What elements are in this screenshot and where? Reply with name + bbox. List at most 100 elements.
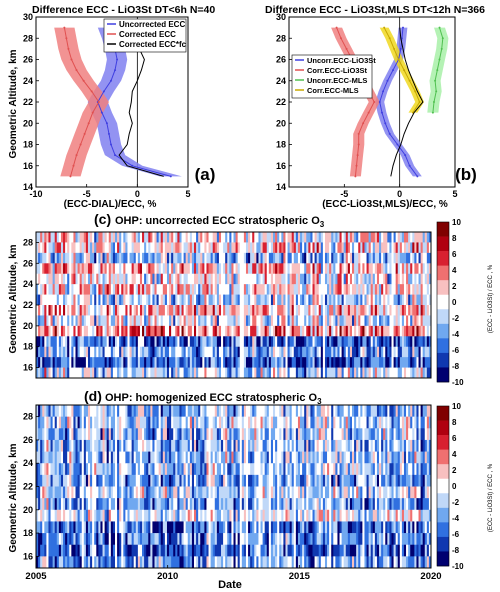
panel-d-cell-125-12 bbox=[295, 544, 299, 557]
panel-b-legend-box bbox=[291, 54, 373, 99]
panel-d-cell-41-10 bbox=[121, 521, 124, 534]
panel-d-cell-25-13 bbox=[87, 556, 91, 569]
panel-d-cell-79-10 bbox=[200, 521, 203, 534]
panel-a-xtick-label-3: 5 bbox=[185, 189, 190, 199]
panel-c-cell-170-1 bbox=[389, 242, 392, 254]
panel-d-cell-24-7 bbox=[85, 486, 89, 499]
panel-d-cell-66-8 bbox=[173, 498, 176, 511]
panel-c-cell-119-9 bbox=[283, 325, 286, 337]
panel-c-cell-24-7 bbox=[85, 305, 89, 316]
panel-d-cell-56-8 bbox=[152, 498, 155, 511]
panel-c-cell-122-1 bbox=[289, 242, 293, 254]
panel-d-cell-74-1 bbox=[189, 416, 193, 429]
panel-d-cell-79-6 bbox=[200, 474, 203, 487]
panel-d-cell-65-0 bbox=[171, 405, 174, 417]
panel-d-cell-41-3 bbox=[121, 439, 124, 452]
panel-c-cell-142-2 bbox=[331, 252, 334, 264]
panel-d-cell-117-6 bbox=[279, 474, 282, 487]
panel-d-cell-35-10 bbox=[108, 521, 112, 534]
panel-d-cell-6-1 bbox=[48, 416, 51, 429]
panel-c-cell-13-5 bbox=[63, 284, 66, 295]
panel-c-cell-165-13 bbox=[379, 367, 382, 379]
panel-d-cell-134-5 bbox=[314, 463, 318, 476]
panel-d-cell-114-8 bbox=[273, 498, 276, 511]
panel-c-cell-135-0 bbox=[316, 232, 320, 243]
panel-d-cell-81-13 bbox=[204, 556, 207, 569]
panel-c-cell-100-7 bbox=[243, 305, 247, 316]
panel-d-cell-82-11 bbox=[206, 533, 209, 546]
panel-d-cell-57-13 bbox=[154, 556, 157, 569]
panel-d-cell-29-0 bbox=[96, 405, 99, 417]
panel-d-cell-109-5 bbox=[262, 463, 266, 476]
panel-c-cell-61-13 bbox=[162, 367, 166, 379]
panel-c-cell-181-6 bbox=[412, 294, 415, 306]
panel-c-cell-130-11 bbox=[306, 346, 309, 358]
panel-d-cell-101-9 bbox=[245, 509, 249, 522]
panel-c-cell-136-10 bbox=[318, 336, 322, 348]
panel-c-cell-103-1 bbox=[250, 242, 253, 254]
panel-d-cell-100-10 bbox=[243, 521, 247, 534]
panel-d-cell-1-1 bbox=[38, 416, 41, 429]
panel-d-cell-128-7 bbox=[302, 486, 305, 499]
panel-d-cell-127-8 bbox=[300, 498, 303, 511]
panel-d-cell-104-3 bbox=[252, 439, 255, 452]
panel-d-cell-7-7 bbox=[50, 486, 53, 499]
panel-c-cell-121-5 bbox=[287, 284, 290, 295]
panel-c-cell-152-9 bbox=[352, 325, 355, 337]
panel-d-cell-57-6 bbox=[154, 474, 157, 487]
panel-c-cell-56-13 bbox=[152, 367, 155, 379]
panel-d-cell-10-10 bbox=[56, 521, 60, 534]
panel-c-ytick-label-4: 24 bbox=[23, 279, 33, 289]
panel-c-cell-103-2 bbox=[250, 252, 253, 264]
panel-c-cell-148-12 bbox=[343, 357, 347, 368]
panel-d-cell-54-2 bbox=[148, 428, 151, 441]
panel-d-cell-83-8 bbox=[208, 498, 211, 511]
panel-c-cell-58-5 bbox=[156, 284, 160, 295]
panel-c-cell-73-9 bbox=[187, 325, 191, 337]
panel-d-cell-97-11 bbox=[237, 533, 241, 546]
panel-d-cell-31-6 bbox=[100, 474, 103, 487]
panel-d-cell-127-6 bbox=[300, 474, 303, 487]
panel-d-cell-129-10 bbox=[304, 521, 307, 534]
panel-d-cell-90-1 bbox=[223, 416, 226, 429]
panel-c-cell-19-1 bbox=[75, 242, 78, 254]
panel-c-cell-160-1 bbox=[368, 242, 372, 254]
panel-c-cell-82-13 bbox=[206, 367, 209, 379]
panel-d-cell-110-2 bbox=[264, 428, 268, 441]
panel-d-cell-51-9 bbox=[142, 509, 145, 522]
panel-d-cell-126-11 bbox=[297, 533, 301, 546]
panel-d-cell-92-2 bbox=[227, 428, 230, 441]
panel-c-cell-37-7 bbox=[112, 305, 116, 316]
panel-d-cell-142-0 bbox=[331, 405, 334, 417]
panel-c-cell-63-10 bbox=[166, 336, 170, 348]
panel-d-cell-106-2 bbox=[256, 428, 259, 441]
panel-d-cell-31-2 bbox=[100, 428, 103, 441]
panel-c-cell-82-8 bbox=[206, 315, 209, 327]
panel-d-cell-111-4 bbox=[266, 451, 270, 464]
panel-d-cell-21-5 bbox=[79, 463, 83, 476]
panel-c-cell-84-4 bbox=[210, 273, 214, 285]
panel-c-cell-54-0 bbox=[148, 232, 151, 243]
panel-c-cell-140-10 bbox=[327, 336, 330, 348]
panel-c-cell-142-11 bbox=[331, 346, 334, 358]
panel-d-ylabel: Geometric Altitude, km bbox=[8, 443, 19, 552]
panel-d-cell-128-9 bbox=[302, 509, 305, 522]
panel-c-cell-76-8 bbox=[194, 315, 197, 327]
panel-c-cell-16-6 bbox=[69, 294, 72, 306]
panel-d-cell-80-7 bbox=[202, 486, 205, 499]
panel-c-cell-49-7 bbox=[137, 305, 141, 316]
panel-c-cell-90-7 bbox=[223, 305, 226, 316]
panel-d-cell-30-2 bbox=[98, 428, 101, 441]
panel-c-cell-131-7 bbox=[308, 305, 311, 316]
panel-d-cell-63-1 bbox=[166, 416, 170, 429]
panel-d-cell-12-11 bbox=[60, 533, 64, 546]
panel-c-cell-184-6 bbox=[418, 294, 421, 306]
panel-c-cell-104-6 bbox=[252, 294, 255, 306]
panel-c-cell-129-4 bbox=[304, 273, 307, 285]
panel-c-cell-174-13 bbox=[397, 367, 401, 379]
panel-d-cell-31-11 bbox=[100, 533, 103, 546]
panel-c-cell-171-10 bbox=[391, 336, 394, 348]
panel-d-cell-70-9 bbox=[181, 509, 184, 522]
panel-c-cell-66-2 bbox=[173, 252, 176, 264]
panel-d-cell-126-13 bbox=[297, 556, 301, 569]
